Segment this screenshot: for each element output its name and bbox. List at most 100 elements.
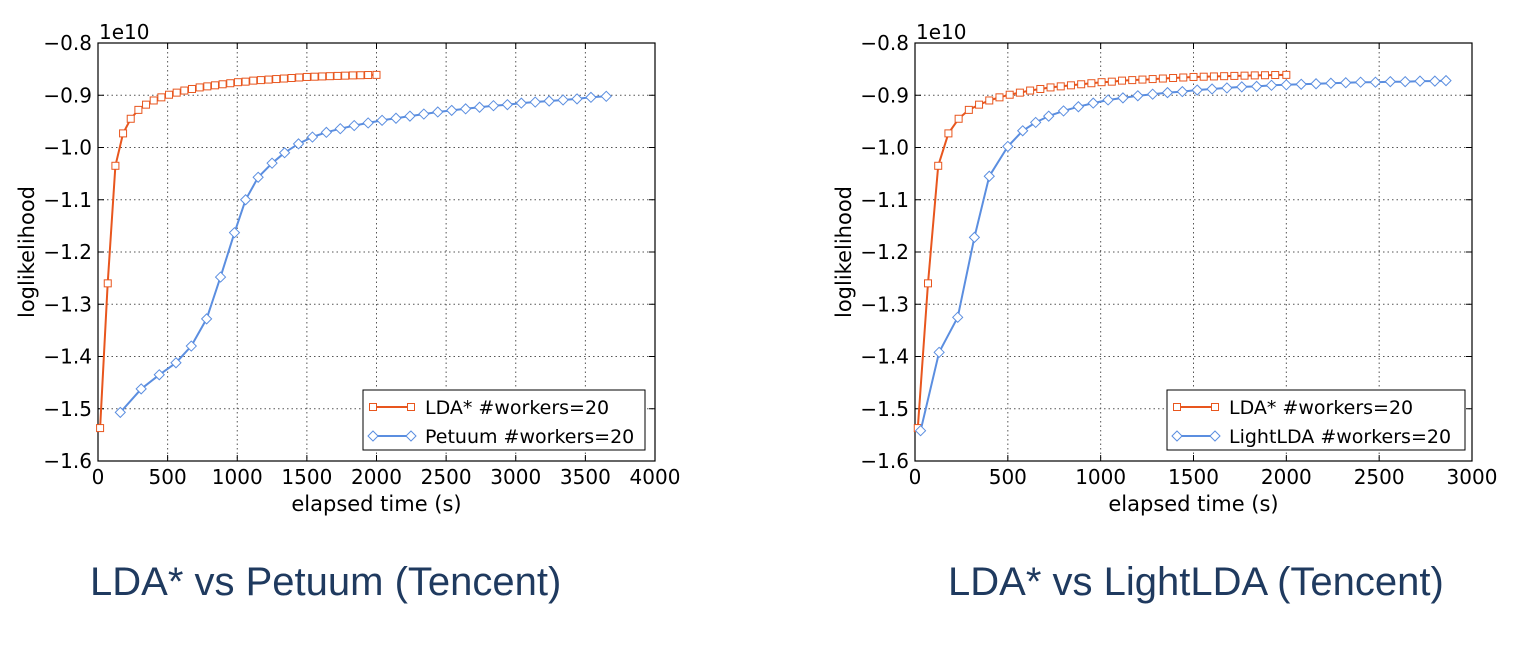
data-point xyxy=(1057,105,1070,117)
data-point xyxy=(372,70,381,79)
data-point xyxy=(252,171,264,183)
data-point xyxy=(210,81,219,90)
data-point xyxy=(951,311,964,324)
y-multiplier-label: 1e10 xyxy=(99,20,149,44)
x-tick-label: 3000 xyxy=(490,465,541,489)
legend-marker xyxy=(407,403,415,411)
data-point xyxy=(1340,77,1352,89)
y-tick-label: −0.8 xyxy=(860,31,909,55)
data-point xyxy=(1148,75,1157,84)
y-tick-label: −1.5 xyxy=(860,397,909,421)
data-point xyxy=(119,129,128,138)
data-point xyxy=(975,100,984,109)
x-tick-label: 1000 xyxy=(1075,465,1126,489)
data-point xyxy=(964,105,973,114)
data-point xyxy=(557,94,569,106)
data-point xyxy=(1250,71,1259,80)
data-point xyxy=(1169,74,1178,83)
data-point xyxy=(923,279,932,288)
legend-marker xyxy=(367,430,379,442)
data-point xyxy=(214,271,227,283)
legend: LDA* #workers=20 Petuum #workers=20 xyxy=(362,389,646,451)
data-point xyxy=(1369,76,1382,88)
y-tick-label: −0.8 xyxy=(43,31,92,55)
legend-label: LDA* #workers=20 xyxy=(425,397,609,419)
data-point xyxy=(1158,74,1167,83)
data-point xyxy=(364,71,373,80)
x-tick-label: 500 xyxy=(149,465,187,489)
data-point xyxy=(341,71,350,80)
data-point xyxy=(1015,88,1024,97)
data-point xyxy=(310,72,319,81)
y-tick-label: −1.5 xyxy=(43,397,92,421)
data-point xyxy=(135,383,147,395)
y-tick-label: −0.9 xyxy=(43,83,92,107)
data-point xyxy=(501,98,514,111)
caption-lightlda-comparison: LDA* vs LightLDA (Tencent) xyxy=(948,560,1444,604)
data-point xyxy=(1265,79,1278,92)
data-point xyxy=(985,96,994,105)
data-point xyxy=(1005,90,1014,99)
data-point xyxy=(1271,71,1280,80)
data-point xyxy=(142,100,151,109)
data-point xyxy=(1097,78,1106,87)
data-point xyxy=(200,313,213,325)
data-point xyxy=(172,88,181,97)
x-tick-label: 500 xyxy=(989,465,1027,489)
data-point xyxy=(1354,76,1367,88)
data-point xyxy=(96,424,105,433)
y-tick-label: −1.3 xyxy=(860,292,909,316)
data-point xyxy=(334,122,347,135)
data-point xyxy=(1072,101,1085,113)
data-point xyxy=(1206,83,1218,95)
data-point xyxy=(103,279,112,288)
data-point xyxy=(348,71,357,80)
x-tick-label: 2500 xyxy=(1354,465,1405,489)
data-point xyxy=(203,82,212,91)
data-point xyxy=(1046,83,1055,92)
data-point xyxy=(934,161,943,170)
x-tick-label: 0 xyxy=(92,465,105,489)
data-point xyxy=(432,106,444,118)
data-point xyxy=(1016,125,1029,137)
data-point xyxy=(1146,88,1159,100)
data-point xyxy=(149,96,158,105)
data-point xyxy=(111,161,120,170)
data-point xyxy=(1087,79,1096,88)
data-point xyxy=(1384,75,1397,88)
y-tick-label: −1.4 xyxy=(43,345,92,369)
data-point xyxy=(318,72,327,81)
data-point xyxy=(195,83,204,92)
y-axis-label: loglikelihood xyxy=(15,186,39,318)
data-point xyxy=(1191,84,1203,96)
data-point xyxy=(1002,140,1014,153)
chart-lda-vs-petuum: 0 500 1000 1500 2000 2500 3000 3500 4000 −1.6 −1.5… xyxy=(15,20,680,516)
y-tick-label: −1.0 xyxy=(860,136,909,160)
data-point xyxy=(983,170,995,182)
x-axis-label: elapsed time (s) xyxy=(291,492,461,516)
data-point xyxy=(292,138,305,150)
data-point xyxy=(256,76,265,85)
data-point xyxy=(272,75,281,84)
data-point xyxy=(954,114,963,123)
data-point xyxy=(356,71,365,80)
data-point xyxy=(459,103,472,115)
data-point xyxy=(278,147,291,159)
data-point xyxy=(404,110,416,122)
data-point xyxy=(362,117,374,129)
data-point xyxy=(333,71,342,80)
data-point xyxy=(1282,70,1291,79)
data-point xyxy=(266,157,278,169)
data-point xyxy=(187,84,196,93)
data-point xyxy=(1176,85,1189,98)
data-point xyxy=(1295,78,1307,90)
legend-marker xyxy=(405,430,417,442)
data-point xyxy=(157,93,166,102)
data-point xyxy=(529,96,541,108)
data-point xyxy=(1118,76,1127,85)
series-lda-star xyxy=(96,70,381,433)
data-point xyxy=(571,93,583,105)
y-tick-label: −0.9 xyxy=(860,83,909,107)
data-point xyxy=(600,90,612,103)
data-point xyxy=(1056,82,1065,91)
